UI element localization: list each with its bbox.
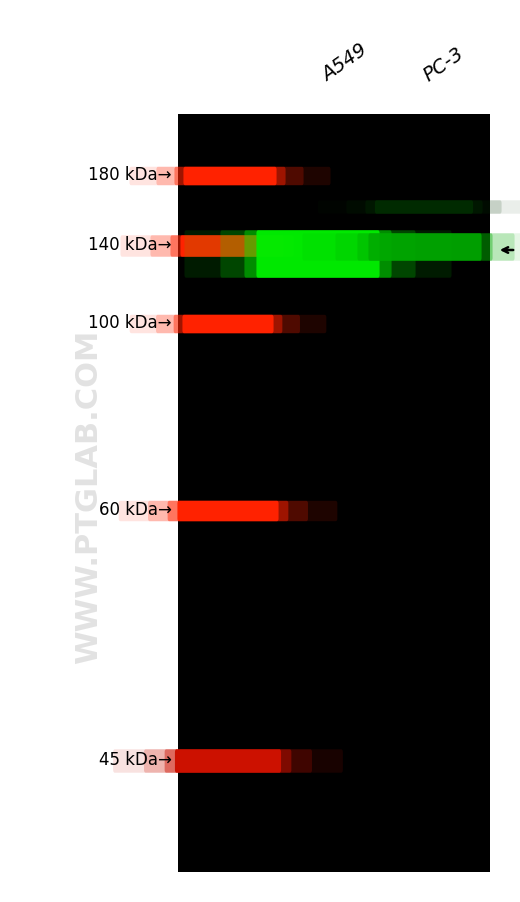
FancyBboxPatch shape <box>148 502 308 521</box>
Text: 60 kDa→: 60 kDa→ <box>99 501 172 519</box>
Text: 180 kDa→: 180 kDa→ <box>88 166 172 184</box>
FancyBboxPatch shape <box>375 201 473 215</box>
Bar <box>178 115 490 872</box>
Text: 140 kDa→: 140 kDa→ <box>88 235 172 253</box>
FancyBboxPatch shape <box>150 236 314 257</box>
FancyBboxPatch shape <box>335 234 515 262</box>
FancyBboxPatch shape <box>366 201 483 215</box>
FancyBboxPatch shape <box>220 231 415 279</box>
Text: 45 kDa→: 45 kDa→ <box>99 750 172 769</box>
FancyBboxPatch shape <box>121 236 344 257</box>
FancyBboxPatch shape <box>303 234 520 262</box>
FancyBboxPatch shape <box>156 316 300 334</box>
FancyBboxPatch shape <box>357 234 492 262</box>
FancyBboxPatch shape <box>185 231 451 279</box>
FancyBboxPatch shape <box>369 234 482 262</box>
Text: A549: A549 <box>318 41 370 85</box>
FancyBboxPatch shape <box>129 168 331 186</box>
FancyBboxPatch shape <box>175 750 281 773</box>
FancyBboxPatch shape <box>129 316 327 334</box>
Text: WWW.PTGLAB.COM: WWW.PTGLAB.COM <box>74 329 103 663</box>
FancyBboxPatch shape <box>174 316 282 334</box>
FancyBboxPatch shape <box>157 168 304 186</box>
Text: PC-3: PC-3 <box>420 43 467 85</box>
Text: 100 kDa→: 100 kDa→ <box>88 314 172 332</box>
FancyBboxPatch shape <box>119 502 337 521</box>
FancyBboxPatch shape <box>244 231 392 279</box>
FancyBboxPatch shape <box>256 231 380 279</box>
FancyBboxPatch shape <box>318 201 520 215</box>
FancyBboxPatch shape <box>144 750 312 773</box>
FancyBboxPatch shape <box>167 502 289 521</box>
FancyBboxPatch shape <box>165 750 291 773</box>
FancyBboxPatch shape <box>177 502 279 521</box>
FancyBboxPatch shape <box>183 316 274 334</box>
FancyBboxPatch shape <box>180 236 283 257</box>
FancyBboxPatch shape <box>174 168 285 186</box>
FancyBboxPatch shape <box>113 750 343 773</box>
FancyBboxPatch shape <box>171 236 294 257</box>
FancyBboxPatch shape <box>184 168 277 186</box>
FancyBboxPatch shape <box>346 201 502 215</box>
